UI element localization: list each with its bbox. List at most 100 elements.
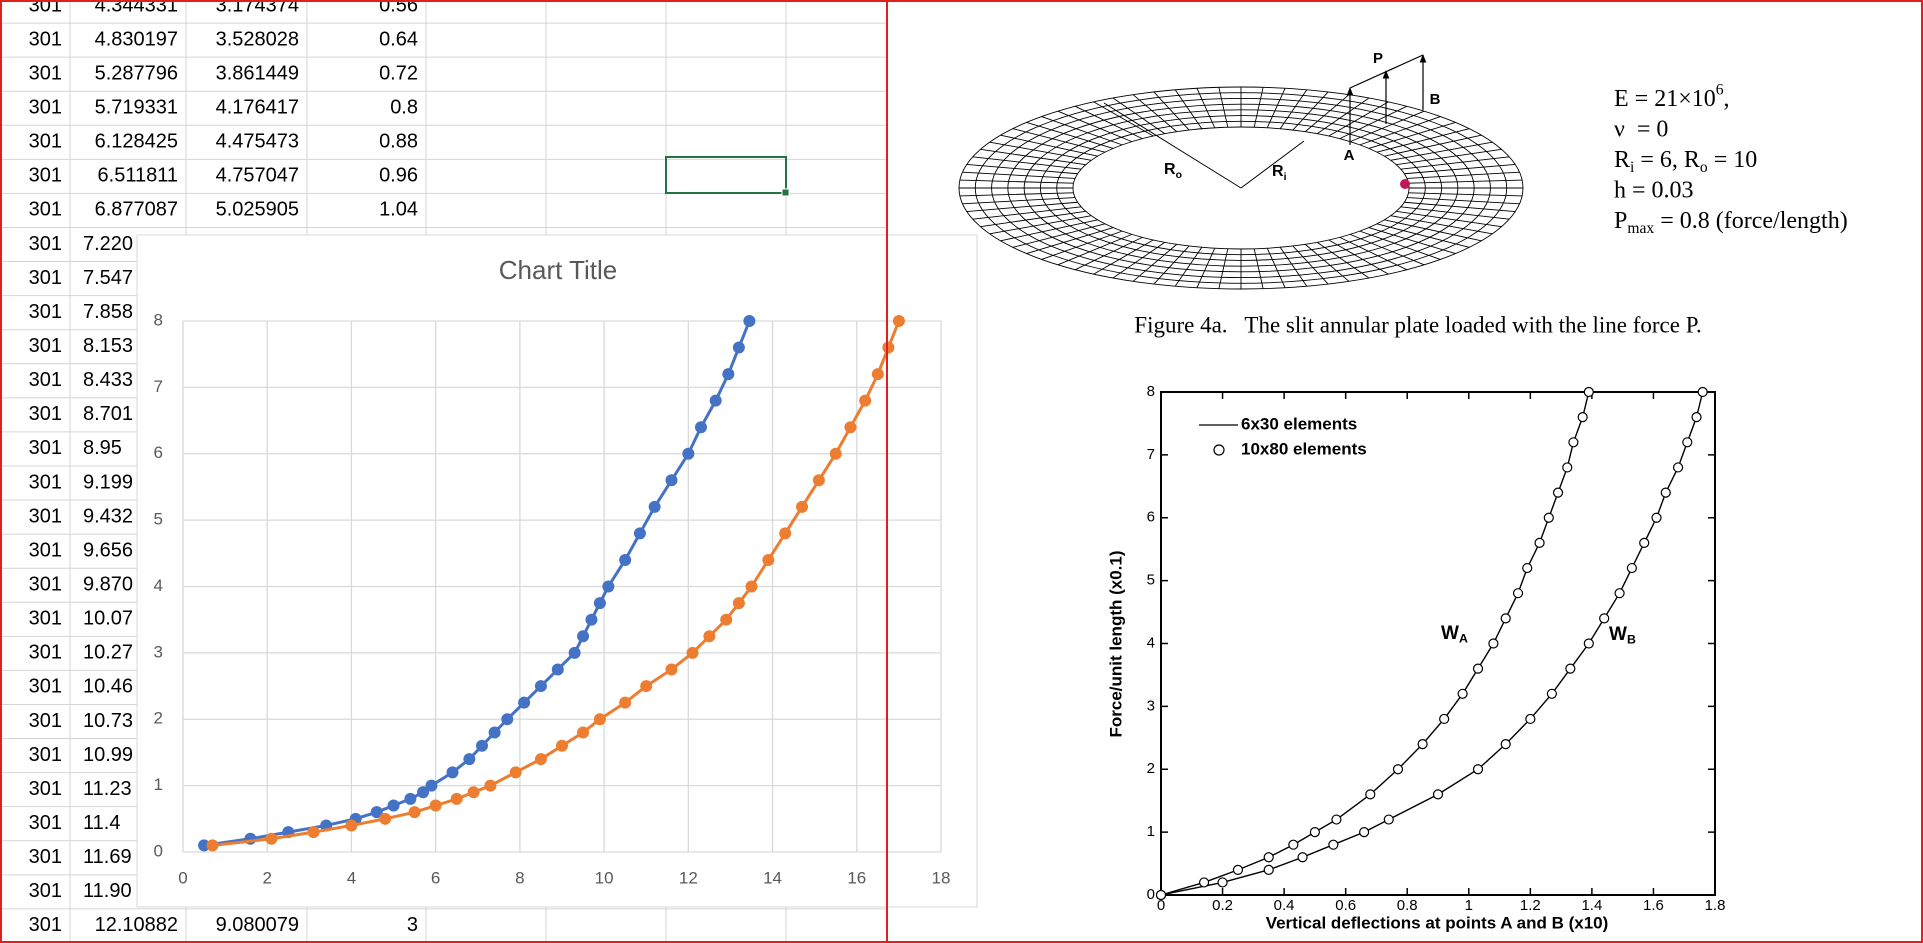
- radius-label: Ri: [1272, 163, 1287, 182]
- cell-text: 10.99: [83, 744, 133, 766]
- data-point: [762, 553, 775, 566]
- data-point: [882, 341, 895, 354]
- cell-text: 9.656: [83, 539, 133, 561]
- radius-line: [1103, 102, 1242, 189]
- y-tick-label: 5: [154, 510, 163, 529]
- y-tick-label: 7: [1147, 446, 1155, 463]
- curve-label: WB: [1609, 624, 1636, 647]
- script-text: i: [1630, 159, 1635, 176]
- data-point: [1599, 613, 1610, 624]
- point-label: B: [1430, 91, 1441, 108]
- data-point: [844, 421, 857, 434]
- cell-text: 11.23: [83, 778, 132, 800]
- y-tick-label: 3: [1147, 697, 1155, 714]
- y-tick-label: 6: [154, 443, 163, 462]
- script-text: 6: [1716, 81, 1724, 98]
- data-point: [1439, 713, 1450, 725]
- data-point: [1534, 537, 1545, 549]
- x-tick-label: 6: [431, 868, 440, 887]
- data-point: [1546, 688, 1557, 699]
- data-point: [602, 580, 615, 593]
- selected-cell[interactable]: [665, 156, 787, 194]
- cell-text: 301: [29, 539, 62, 561]
- cell-text: 8.153: [83, 335, 133, 357]
- data-point: [619, 553, 632, 566]
- y-tick-label: 1: [154, 775, 163, 794]
- data-point: [796, 500, 809, 513]
- script-text: o: [1700, 159, 1708, 176]
- cell-text: 5.287796: [95, 62, 178, 84]
- data-point: [709, 394, 722, 407]
- data-point: [1263, 852, 1274, 863]
- data-point: [1512, 588, 1524, 599]
- cell-text: 4.757047: [216, 165, 299, 187]
- data-point: [1682, 437, 1693, 448]
- data-point: [307, 826, 320, 839]
- cell-text: 301: [29, 744, 62, 766]
- data-point: [577, 726, 590, 739]
- y-tick-label: 4: [154, 576, 163, 595]
- data-point: [1331, 814, 1342, 825]
- parameter: Pmax = 0.8 (force/length): [1614, 208, 1848, 237]
- x-tick-label: 1.2: [1520, 897, 1541, 914]
- cell-text: 10.27: [83, 642, 133, 664]
- data-point: [745, 580, 758, 593]
- data-point: [509, 766, 522, 779]
- cell-text: 301: [29, 165, 62, 187]
- cell-text: 4.176417: [216, 97, 299, 119]
- cell-text: 301: [29, 778, 62, 800]
- curve-label: WA: [1441, 623, 1468, 646]
- text-run: R: [1272, 163, 1284, 180]
- script-text: B: [1627, 633, 1636, 647]
- cell-text: 8.701: [83, 403, 133, 425]
- x-tick-label: 0: [1157, 897, 1165, 914]
- data-point: [619, 696, 632, 709]
- cell-text: 301: [29, 642, 62, 664]
- data-point: [812, 474, 825, 487]
- cell-text: 9.870: [83, 574, 133, 596]
- cell-text: 301: [29, 62, 62, 84]
- text-run: W: [1441, 623, 1459, 644]
- cell-text: 301: [29, 131, 62, 153]
- legend-label: 10x80 elements: [1241, 439, 1367, 458]
- data-point: [379, 812, 392, 825]
- cell-text: 4.475473: [216, 131, 299, 153]
- cell-text: 301: [29, 471, 62, 493]
- text-run: h = 0.03: [1614, 177, 1694, 203]
- x-tick-label: 18: [932, 868, 951, 887]
- data-point: [1472, 764, 1484, 775]
- text-run: W: [1609, 624, 1627, 645]
- legend-label: 6x30 elements: [1241, 414, 1357, 433]
- data-point: [534, 753, 547, 766]
- text-run: E = 21×10: [1614, 86, 1716, 112]
- data-point: [206, 839, 219, 852]
- data-point: [450, 792, 463, 805]
- data-point: [682, 447, 695, 460]
- mesh-spokes: [959, 87, 1523, 289]
- x-tick-label: 1: [1465, 897, 1473, 914]
- cell-text: 7.858: [83, 301, 133, 323]
- cell-text: 4.344331: [95, 0, 178, 16]
- data-point: [475, 739, 488, 752]
- cell-text: 301: [29, 710, 62, 732]
- data-point: [1583, 386, 1594, 398]
- x-tick-label: 8: [515, 868, 524, 887]
- data-point: [408, 806, 421, 819]
- data-point: [404, 792, 417, 805]
- cell-text: 301: [29, 233, 62, 255]
- cell-text: 9.432: [83, 505, 133, 527]
- text-run: R: [1614, 147, 1630, 173]
- data-point: [1672, 462, 1684, 473]
- fill-handle[interactable]: [781, 188, 790, 197]
- cell-text: 10.73: [83, 710, 133, 732]
- slit-point: [1400, 179, 1410, 189]
- data-point: [1309, 827, 1320, 838]
- cell-text: 6.128425: [95, 131, 178, 153]
- data-point: [429, 799, 442, 812]
- data-point: [551, 663, 564, 676]
- data-point: [1417, 738, 1428, 750]
- data-point: [1552, 487, 1564, 498]
